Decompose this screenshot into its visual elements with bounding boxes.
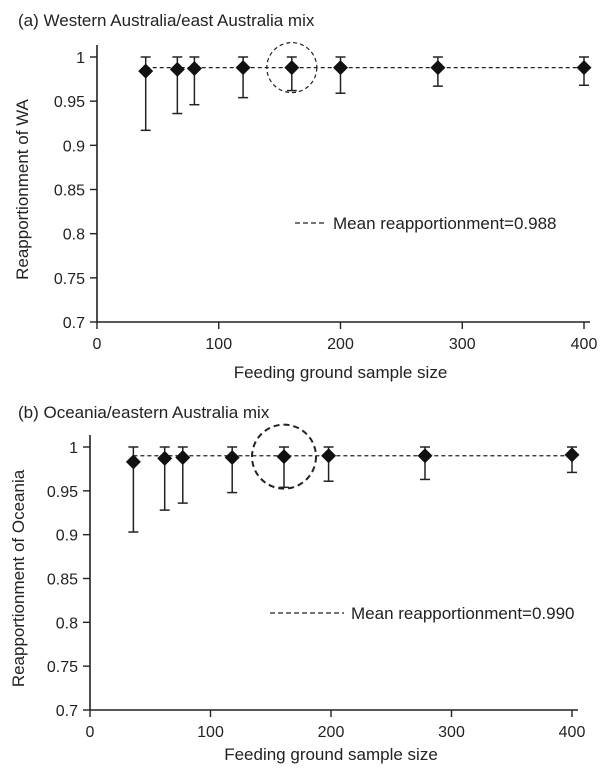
- x-tick-label: 400: [571, 336, 598, 353]
- data-point-marker: [564, 447, 580, 463]
- data-point-marker: [321, 448, 337, 464]
- chart-panel-b: (b) Oceania/eastern Australia mix 0.7 0.75…: [9, 403, 585, 764]
- chart-panel-a: (a) Western Australia/east Australia mix…: [13, 11, 597, 382]
- data-point-marker: [417, 448, 433, 464]
- data-point-marker: [235, 60, 251, 76]
- y-tick-label: 0.95: [54, 94, 85, 111]
- y-tick-label: 0.9: [56, 528, 78, 545]
- data-point-marker: [333, 60, 348, 76]
- x-tick-label: 0: [86, 724, 95, 741]
- y-axis-label: Reapportionment of WA: [13, 98, 32, 279]
- y-tick-label: 0.85: [47, 572, 78, 589]
- data-point-marker: [125, 454, 141, 470]
- x-tick-label: 0: [93, 336, 102, 353]
- x-tick-label: 200: [327, 336, 354, 353]
- data-point-marker: [138, 63, 154, 79]
- data-point-marker: [224, 450, 240, 466]
- x-tick-label: 300: [449, 336, 476, 353]
- highlight-circle: [251, 423, 318, 490]
- chart-title: (b) Oceania/eastern Australia mix: [18, 403, 270, 422]
- data-point-marker: [284, 60, 300, 76]
- y-tick-label: 0.9: [63, 138, 85, 155]
- data-point-marker: [186, 60, 202, 76]
- data-point-marker: [576, 60, 592, 76]
- y-tick-label: 0.95: [47, 484, 78, 501]
- y-tick-label: 0.7: [56, 703, 78, 720]
- legend-label: Mean reapportionment=0.988: [333, 214, 557, 233]
- y-tick-label: 0.8: [56, 615, 78, 632]
- x-tick-label: 100: [197, 724, 224, 741]
- y-tick-label: 1: [76, 50, 85, 67]
- x-tick-label: 100: [205, 336, 232, 353]
- y-tick-label: 0.8: [63, 227, 85, 244]
- chart-title: (a) Western Australia/east Australia mix: [18, 11, 315, 30]
- x-axis-label: Feeding ground sample size: [234, 363, 448, 382]
- x-tick-label: 300: [438, 724, 465, 741]
- legend-label: Mean reapportionment=0.990: [351, 604, 575, 623]
- y-tick-label: 0.75: [54, 271, 85, 288]
- highlight-circle: [266, 41, 318, 94]
- data-point-marker: [175, 450, 191, 466]
- y-tick-label: 0.7: [63, 315, 85, 332]
- data-point-marker: [276, 449, 292, 465]
- x-axis-label: Feeding ground sample size: [224, 745, 438, 764]
- data-point-marker: [430, 60, 446, 76]
- y-tick-label: 0.85: [54, 183, 85, 200]
- data-point-marker: [157, 450, 173, 466]
- x-tick-label: 400: [559, 724, 586, 741]
- y-tick-label: 0.75: [47, 659, 78, 676]
- y-axis-label: Reapportionment of Oceania: [9, 469, 28, 687]
- x-tick-label: 200: [318, 724, 345, 741]
- data-point-marker: [169, 61, 185, 77]
- y-tick-label: 1: [69, 440, 78, 457]
